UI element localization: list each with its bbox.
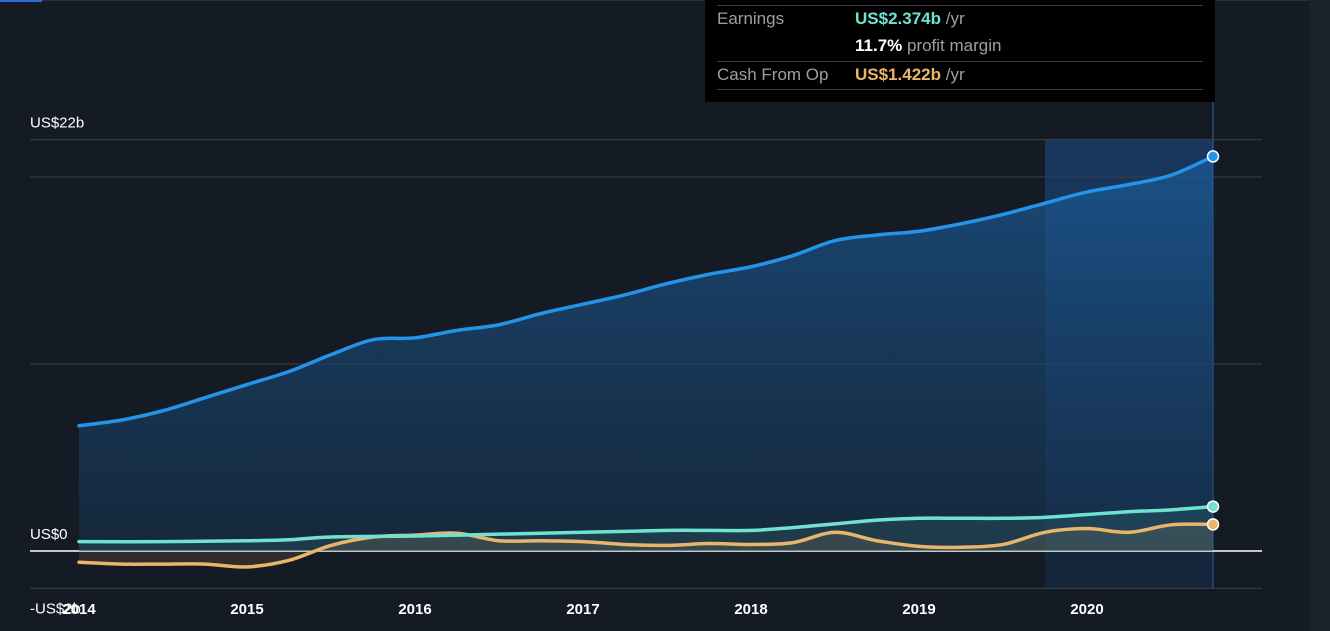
cash-value-row: US$1.422b /yr xyxy=(855,65,965,85)
scrollbar[interactable] xyxy=(1310,0,1330,631)
x-tick-label: 2015 xyxy=(230,601,263,618)
x-tick-label: 2020 xyxy=(1070,601,1103,618)
y-tick-label: -US$2b xyxy=(30,600,81,617)
cash-unit: /yr xyxy=(941,65,965,84)
margin-value: 11.7% xyxy=(855,36,903,55)
cash-label: Cash From Op xyxy=(717,65,829,84)
x-tick-label: 2016 xyxy=(398,601,431,618)
cash-value: US$1.422b xyxy=(855,65,941,84)
tooltip: Earnings US$2.374b /yr 11.7% profit marg… xyxy=(705,0,1215,102)
x-tick-label: 2017 xyxy=(566,601,599,618)
y-tick-label: US$0 xyxy=(30,526,68,543)
series-endpoints xyxy=(1206,150,1220,531)
margin-label: profit margin xyxy=(902,36,1002,55)
x-tick-label: 2018 xyxy=(734,601,767,618)
earnings-endpoint xyxy=(1206,500,1220,513)
y-axis-labels: US$22b US$0 -US$2b xyxy=(30,115,84,618)
series-lines xyxy=(77,154,1215,569)
earnings-value-row: US$2.374b /yr xyxy=(855,9,965,29)
x-tick-label: 2019 xyxy=(902,601,935,618)
tooltip-divider xyxy=(717,89,1203,90)
x-axis-labels: 2014 2015 2016 2017 2018 2019 2020 xyxy=(62,601,1103,618)
x-tick-label: 2014 xyxy=(62,601,96,618)
cash_from_op-endpoint xyxy=(1206,518,1220,531)
earnings-value: US$2.374b xyxy=(855,9,941,28)
earnings-line xyxy=(77,504,1215,544)
series-areas xyxy=(79,156,1213,567)
earnings-label: Earnings xyxy=(717,9,785,28)
top-border xyxy=(42,0,1310,1)
revenue-line xyxy=(77,154,1215,428)
revenue-area xyxy=(79,156,1213,551)
tooltip-divider xyxy=(717,61,1203,62)
earnings-unit: /yr xyxy=(941,9,965,28)
y-tick-label: US$22b xyxy=(30,115,84,132)
top-accent-bar xyxy=(0,0,42,2)
margin-row: 11.7% profit margin xyxy=(855,36,1001,56)
cash_from_op-line xyxy=(77,522,1215,569)
tooltip-divider xyxy=(717,5,1203,6)
revenue-endpoint xyxy=(1206,150,1220,163)
